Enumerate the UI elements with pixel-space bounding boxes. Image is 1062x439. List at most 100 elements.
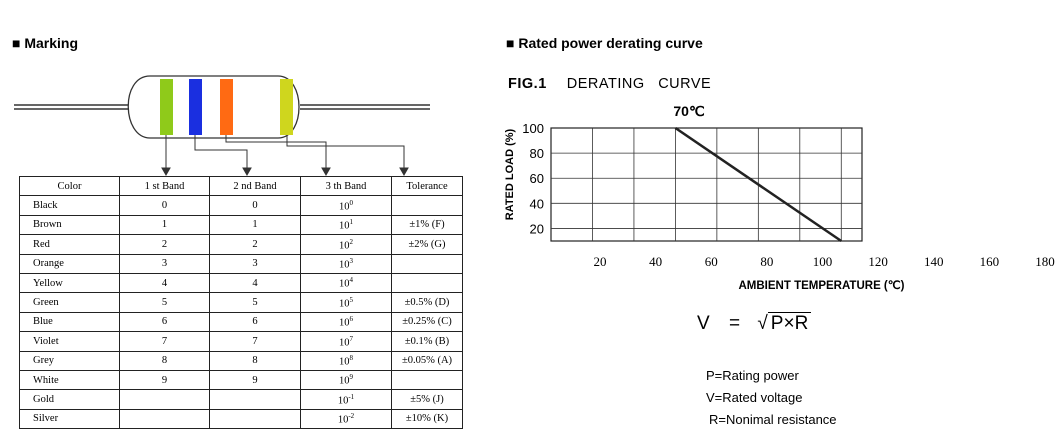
cell-color: Silver <box>19 408 120 430</box>
cell-band-2: 6 <box>209 311 301 333</box>
cell-tolerance: ±2% (G) <box>391 234 463 255</box>
multiplier-base: 10 <box>339 317 350 329</box>
arrow-band-4 <box>399 167 409 177</box>
cell-band-2: 4 <box>209 272 301 294</box>
cell-color: Grey <box>19 350 120 371</box>
arrow-band-3 <box>321 167 331 177</box>
band-1 <box>160 79 173 135</box>
table-row: Brown 1 1 101 ±1% (F) <box>19 214 463 236</box>
multiplier-base: 10 <box>337 414 349 426</box>
x-tick-label: 140 <box>924 254 944 269</box>
multiplier-exponent: 5 <box>349 295 354 304</box>
cell-band-2: 2 <box>209 234 301 255</box>
cell-color: Brown <box>19 214 120 236</box>
cell-tolerance: ±0.1% (B) <box>391 331 463 352</box>
cell-band-1: 7 <box>119 331 210 352</box>
cell-band-2: 0 <box>209 195 301 216</box>
multiplier-exponent: 0 <box>349 198 354 207</box>
cell-tolerance: ±0.25% (C) <box>391 311 463 333</box>
cell-multiplier: 105 <box>300 292 392 313</box>
cell-color: Yellow <box>19 272 120 294</box>
sqrt-icon: √ <box>757 313 768 334</box>
cell-tolerance: ±1% (F) <box>391 214 463 236</box>
y-axis-label: RATED LOAD (%) <box>504 128 516 220</box>
connector-band-4 <box>286 135 405 170</box>
x-tick-label: 20 <box>594 254 607 269</box>
cell-color: Blue <box>19 311 120 333</box>
cell-band-2: 7 <box>209 331 301 352</box>
cell-multiplier: 102 <box>300 234 392 255</box>
x-axis-label: AMBIENT TEMPERATURE (℃) <box>738 279 904 292</box>
table-row: Red 2 2 102 ±2% (G) <box>19 234 463 255</box>
note-resistance: R=Nonimal resistance <box>709 412 837 427</box>
multiplier-exponent: -2 <box>348 412 355 421</box>
header-color: Color <box>19 175 120 197</box>
multiplier-base: 10 <box>339 259 350 271</box>
resistor-body <box>127 75 300 139</box>
header-tolerance: Tolerance <box>391 175 463 197</box>
resistor-diagram <box>14 75 430 177</box>
multiplier-exponent: 8 <box>349 353 354 362</box>
cell-band-2 <box>209 389 301 410</box>
x-tick-label: 120 <box>868 254 888 269</box>
cell-band-1 <box>119 389 210 410</box>
multiplier-exponent: 7 <box>349 334 354 343</box>
table-row: Violet 7 7 107 ±0.1% (B) <box>19 331 463 352</box>
cell-tolerance: ±5% (J) <box>391 389 463 410</box>
cell-band-2: 3 <box>209 253 301 274</box>
header-band-1: 1 st Band <box>119 175 210 197</box>
cell-band-2 <box>209 408 301 430</box>
table-body: Black 0 0 100 Brown 1 1 101 ±1% (F) Red 2 2 102 ±2% (… <box>19 195 463 430</box>
derating-heading: ■ Rated power derating curve <box>506 35 703 51</box>
cell-tolerance <box>391 272 463 294</box>
multiplier-exponent: -1 <box>348 392 355 401</box>
band-4 <box>280 79 293 135</box>
y-tick-label: 60 <box>530 171 544 186</box>
cell-color: Orange <box>19 253 120 274</box>
cell-tolerance <box>391 195 463 216</box>
voltage-formula: V = √ P×R <box>697 312 812 335</box>
multiplier-base: 10 <box>339 240 350 252</box>
cell-multiplier: 101 <box>300 214 392 236</box>
x-tick-label: 180 <box>1035 254 1055 269</box>
multiplier-base: 10 <box>339 375 350 387</box>
band-3 <box>220 79 233 135</box>
cell-multiplier: 109 <box>300 369 392 391</box>
cell-band-1: 8 <box>119 350 210 371</box>
table-row: Gold 10-1 ±5% (J) <box>19 389 463 410</box>
cell-multiplier: 100 <box>300 195 392 216</box>
multiplier-base: 10 <box>339 278 350 290</box>
cell-multiplier: 106 <box>300 311 392 333</box>
derating-chart: 20 40 60 80 100 20 40 60 80 100 120 140 160 180 70℃ AMB… <box>504 103 1055 292</box>
cell-band-2: 1 <box>209 214 301 236</box>
cell-tolerance <box>391 369 463 391</box>
cell-band-1: 3 <box>119 253 210 274</box>
connector-band-3 <box>225 135 327 170</box>
cell-band-1 <box>119 408 210 430</box>
cell-band-2: 5 <box>209 292 301 313</box>
multiplier-base: 10 <box>339 201 350 213</box>
table-row: Blue 6 6 106 ±0.25% (C) <box>19 311 463 333</box>
x-tick-label: 60 <box>705 254 718 269</box>
table-row: Orange 3 3 103 <box>19 253 463 274</box>
cell-tolerance: ±10% (K) <box>391 408 463 430</box>
multiplier-exponent: 1 <box>349 218 354 227</box>
color-code-table: Color 1 st Band 2 nd Band 3 th Band Tole… <box>19 175 463 430</box>
multiplier-exponent: 9 <box>349 373 354 382</box>
table-row: Green 5 5 105 ±0.5% (D) <box>19 292 463 313</box>
x-tick-label: 160 <box>980 254 1000 269</box>
multiplier-exponent: 3 <box>349 257 354 265</box>
cell-band-2: 8 <box>209 350 301 371</box>
cell-color: Red <box>19 234 120 255</box>
table-header-row: Color 1 st Band 2 nd Band 3 th Band Tole… <box>19 175 463 197</box>
connector-band-2 <box>194 135 248 170</box>
y-tick-label: 20 <box>530 221 544 236</box>
cell-multiplier: 104 <box>300 272 392 294</box>
cell-multiplier: 108 <box>300 350 392 371</box>
cell-band-1: 4 <box>119 272 210 294</box>
note-power: P=Rating power <box>706 368 799 383</box>
cell-band-1: 1 <box>119 214 210 236</box>
cell-multiplier: 103 <box>300 253 392 274</box>
cell-color: Gold <box>19 389 120 410</box>
band-2 <box>189 79 202 135</box>
